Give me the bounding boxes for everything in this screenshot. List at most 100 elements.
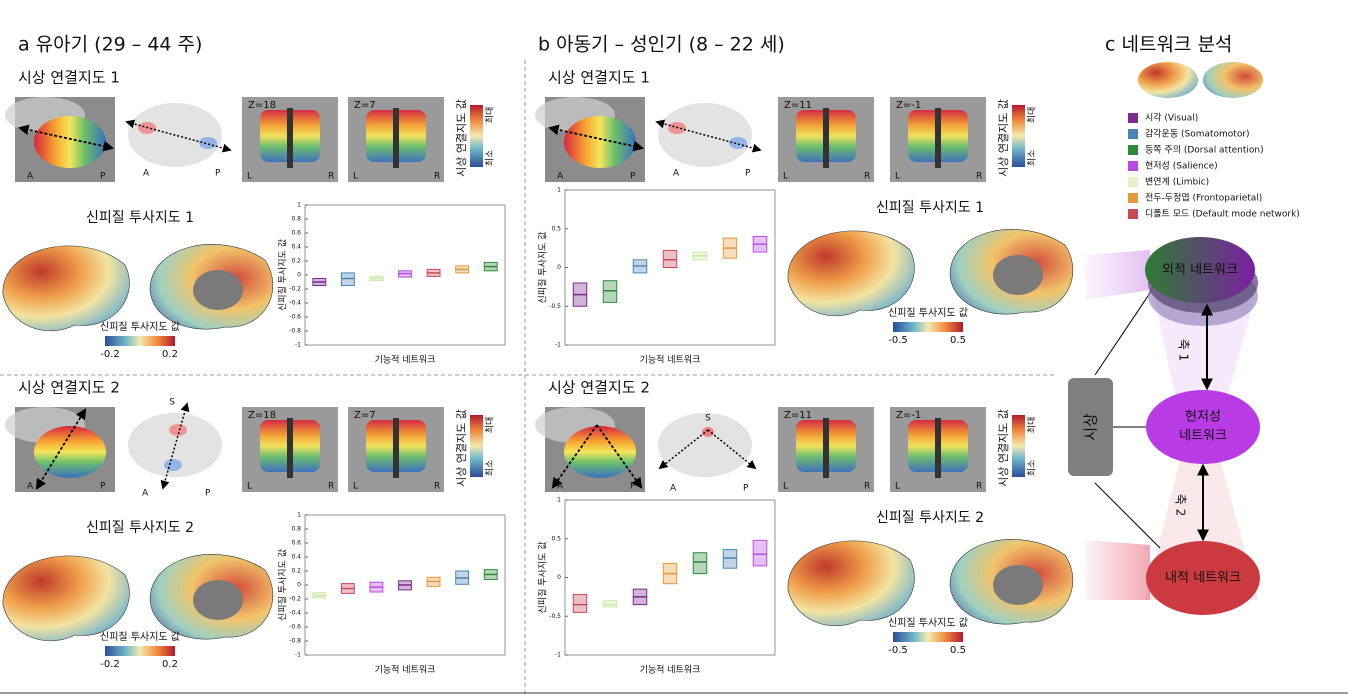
orientation-label: A xyxy=(673,169,680,179)
colorbar-label: 최대 xyxy=(485,107,496,124)
colorbar-label: 최소 xyxy=(1027,150,1038,167)
colorbar-label: 시상 연결지도 값 xyxy=(997,99,1010,177)
colorbar-tick: -0.5 xyxy=(888,335,908,346)
orientation-label: P xyxy=(745,169,751,179)
axis-arrow xyxy=(17,124,115,152)
y-tick-label: -0.5 xyxy=(549,613,561,620)
y-axis-label: 신피질 투사지도 값 xyxy=(277,549,289,621)
schematic-blob xyxy=(702,427,714,437)
orientation-label: S xyxy=(169,398,175,408)
orientation-label: R xyxy=(328,482,334,492)
y-tick-label: 0 xyxy=(297,272,301,279)
box xyxy=(662,249,678,268)
colorbar-label: 신피질 투사지도 값 xyxy=(888,617,968,629)
node-label: 네트워크 xyxy=(1179,429,1227,444)
y-tick-label: -0.8 xyxy=(289,328,301,335)
schematic-blob xyxy=(169,424,187,436)
y-tick-label: -0.2 xyxy=(289,596,301,603)
y-tick-label: 0.6 xyxy=(291,230,301,237)
legend-label: 현저성 (Salience) xyxy=(1145,161,1218,172)
mri-image xyxy=(564,426,636,478)
colorbar-tick: 0.5 xyxy=(950,645,966,656)
box xyxy=(752,539,768,567)
legend-label: 디폴트 모드 (Default mode network) xyxy=(1145,209,1300,220)
connector xyxy=(1094,482,1161,549)
colorbar-label: 최소 xyxy=(485,150,496,167)
orientation-label: P xyxy=(100,172,106,182)
beam xyxy=(1085,540,1150,600)
legend-swatch xyxy=(1128,145,1138,155)
y-tick-label: 0 xyxy=(557,264,561,271)
y-tick-label: -0.6 xyxy=(289,624,301,631)
y-tick-label: -1 xyxy=(295,652,301,659)
node-label: 내적 네트워크 xyxy=(1165,571,1241,586)
orientation-label: A xyxy=(27,482,34,492)
orientation-label: P xyxy=(205,489,211,499)
x-axis-label: 기능적 네트워크 xyxy=(640,664,701,676)
mri-slice xyxy=(393,108,399,168)
brain-medial-wall xyxy=(193,270,243,310)
orientation-label: R xyxy=(976,172,982,182)
legend-swatch xyxy=(1128,113,1138,123)
mri-slice xyxy=(287,418,293,478)
schematic xyxy=(658,413,752,477)
orientation-label: L xyxy=(247,482,252,492)
orientation-label: A xyxy=(142,489,149,499)
axis-label: 축 2 xyxy=(1174,494,1188,517)
axis-arrow xyxy=(655,119,762,153)
y-tick-label: -1 xyxy=(295,342,301,349)
y-tick-label: 0.2 xyxy=(291,258,301,265)
legend-label: 감각운동 (Somatomotor) xyxy=(1145,128,1250,140)
y-axis-label: 신피질 투사지도 값 xyxy=(537,542,549,614)
y-axis-label: 신피질 투사지도 값 xyxy=(537,232,549,304)
projection-title: 신피질 투사지도 2 xyxy=(86,520,194,536)
orientation-label: L xyxy=(895,482,900,492)
x-axis-label: 기능적 네트워크 xyxy=(375,354,436,366)
node xyxy=(1068,378,1113,476)
connectivity-title: 시상 연결지도 1 xyxy=(548,69,650,87)
mri-image xyxy=(564,116,636,168)
y-tick-label: -0.4 xyxy=(289,610,301,617)
node xyxy=(1145,237,1255,303)
colorbar-tick: 0.2 xyxy=(162,349,178,360)
slice-label: Z=7 xyxy=(354,100,376,111)
brain-thumbnail xyxy=(1203,62,1263,98)
connector xyxy=(1094,289,1153,376)
orientation-label: R xyxy=(864,172,870,182)
panel-title: a 유아기 (29 – 44 주) xyxy=(18,34,202,56)
brain-surface xyxy=(2,245,130,332)
slice-label: Z=18 xyxy=(248,100,276,111)
y-tick-label: 1 xyxy=(297,512,301,519)
colorbar xyxy=(893,322,963,332)
axis-label: 축 1 xyxy=(1177,339,1191,362)
legend-swatch xyxy=(1128,177,1138,187)
beam xyxy=(1085,250,1150,300)
orientation-label: L xyxy=(247,172,252,182)
legend-swatch xyxy=(1128,193,1138,203)
orientation-label: P xyxy=(215,169,221,179)
colorbar-label: 최소 xyxy=(1027,460,1038,477)
slice-label: Z=7 xyxy=(354,410,376,421)
brain-medial-wall xyxy=(193,580,243,620)
mri-slice xyxy=(823,108,829,168)
mri-slice xyxy=(393,418,399,478)
x-axis-label: 기능적 네트워크 xyxy=(640,354,701,366)
mri-slice xyxy=(935,108,941,168)
orientation-label: A xyxy=(670,484,677,494)
y-tick-label: 0.4 xyxy=(291,244,301,251)
orientation-label: L xyxy=(783,172,788,182)
node-label: 현저성 xyxy=(1185,410,1221,425)
legend-label: 등쪽 주의 (Dorsal attention) xyxy=(1145,145,1264,156)
orientation-label: R xyxy=(976,482,982,492)
colorbar-label: 최대 xyxy=(1027,417,1038,434)
legend-swatch xyxy=(1128,209,1138,219)
schematic-blob xyxy=(164,459,182,471)
y-tick-label: 0.6 xyxy=(291,540,301,547)
panel-title: c 네트워크 분석 xyxy=(1105,34,1232,56)
slice-label: Z=11 xyxy=(784,410,812,421)
brain-medial-wall xyxy=(993,565,1043,605)
brain-surface xyxy=(2,555,130,642)
orientation-label: R xyxy=(328,172,334,182)
orientation-label: L xyxy=(783,482,788,492)
